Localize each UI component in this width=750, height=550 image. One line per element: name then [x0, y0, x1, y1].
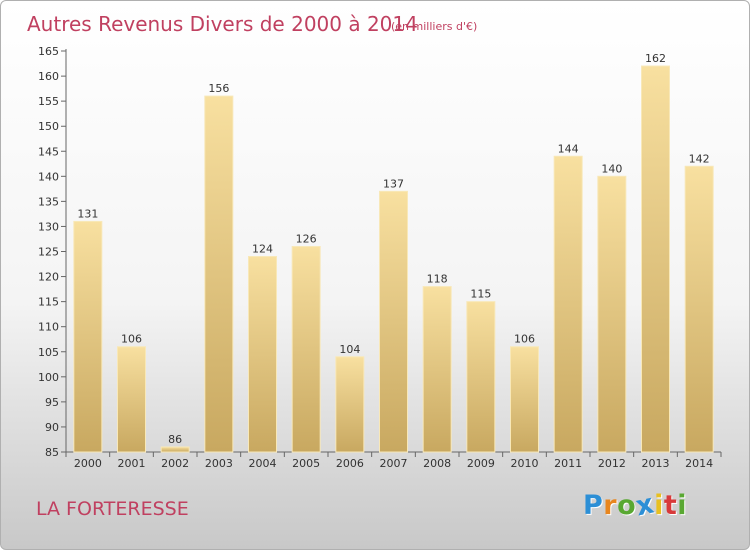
value-label: 137: [383, 177, 404, 190]
x-tick-label: 2004: [249, 457, 277, 470]
bar: [291, 245, 321, 453]
logo-letter: P: [583, 490, 604, 521]
x-tick-label: 2009: [467, 457, 495, 470]
bar: [553, 155, 583, 453]
bar: [204, 95, 234, 453]
proxiti-logo: Proxiti: [583, 488, 688, 524]
bar: [379, 190, 408, 453]
y-tick-label: 85: [45, 446, 59, 459]
x-tick-label: 2000: [74, 457, 102, 470]
x-tick-label: 2014: [685, 457, 713, 470]
y-tick-label: 145: [38, 145, 59, 158]
bar: [466, 301, 496, 453]
y-tick-label: 105: [38, 346, 59, 359]
y-tick-label: 125: [38, 246, 59, 259]
value-label: 106: [121, 333, 142, 346]
value-label: 118: [427, 273, 448, 286]
value-label: 162: [645, 52, 666, 65]
y-tick-label: 130: [38, 220, 59, 233]
x-tick-label: 2012: [598, 457, 626, 470]
value-label: 144: [558, 142, 579, 155]
bar: [597, 175, 627, 453]
value-label: 106: [514, 333, 535, 346]
y-tick-label: 110: [38, 321, 59, 334]
y-tick-label: 140: [38, 170, 59, 183]
x-tick-label: 2002: [161, 457, 189, 470]
x-tick-label: 2001: [118, 457, 146, 470]
bar: [73, 220, 103, 453]
bar: [422, 286, 452, 453]
bar: [248, 256, 277, 453]
bar: [335, 356, 365, 453]
y-tick-label: 95: [45, 396, 59, 409]
value-label: 104: [339, 343, 360, 356]
x-tick-label: 2013: [642, 457, 670, 470]
y-tick-label: 135: [38, 195, 59, 208]
logo-letter: r: [603, 490, 618, 521]
value-labels: 131 106 86 156 124 126 104 137 118 115 106 144 140 16…: [77, 52, 709, 446]
x-axis: 2000 2001 2002 2003 2004 2005 2006 2007 2008 2009…: [65, 451, 722, 470]
place-name: LA FORTERESSE: [36, 498, 189, 520]
value-label: 124: [252, 243, 273, 256]
logo-letter: i: [677, 490, 688, 521]
value-label: 142: [689, 152, 710, 165]
x-tick-label: 2010: [511, 457, 539, 470]
y-tick-label: 115: [38, 296, 59, 309]
x-tick-label: 2008: [423, 457, 451, 470]
bar: [510, 346, 539, 453]
x-tick-label: 2005: [292, 457, 320, 470]
bar: [641, 65, 670, 453]
x-tick-label: 2003: [205, 457, 233, 470]
bar: [160, 446, 190, 453]
chart-subtitle: (en milliers d'€): [391, 20, 477, 33]
y-tick-label: 155: [38, 95, 59, 108]
y-tick-label: 100: [38, 371, 59, 384]
value-label: 156: [208, 82, 229, 95]
value-label: 126: [296, 232, 317, 245]
value-label: 115: [470, 288, 491, 301]
y-tick-label: 150: [38, 120, 59, 133]
y-tick-label: 120: [38, 271, 59, 284]
y-tick-label: 160: [38, 70, 59, 83]
logo-letter: t: [663, 490, 678, 521]
y-axis: 85 90 95 100 105 110 115 120 125 130 135 140 145 150 1…: [38, 45, 67, 459]
bars: [73, 65, 714, 453]
y-tick-label: 165: [38, 45, 59, 58]
value-label: 140: [601, 162, 622, 175]
value-label: 86: [168, 433, 182, 446]
y-tick-label: 90: [45, 421, 59, 434]
logo-letter: i: [654, 490, 664, 521]
bar: [117, 346, 146, 453]
chart-title: Autres Revenus Divers de 2000 à 2014: [27, 12, 418, 36]
x-tick-label: 2007: [380, 457, 408, 470]
value-label: 131: [77, 207, 98, 220]
bar: [684, 165, 714, 453]
x-tick-label: 2006: [336, 457, 364, 470]
x-tick-label: 2011: [554, 457, 582, 470]
logo-letter: o: [617, 490, 637, 521]
